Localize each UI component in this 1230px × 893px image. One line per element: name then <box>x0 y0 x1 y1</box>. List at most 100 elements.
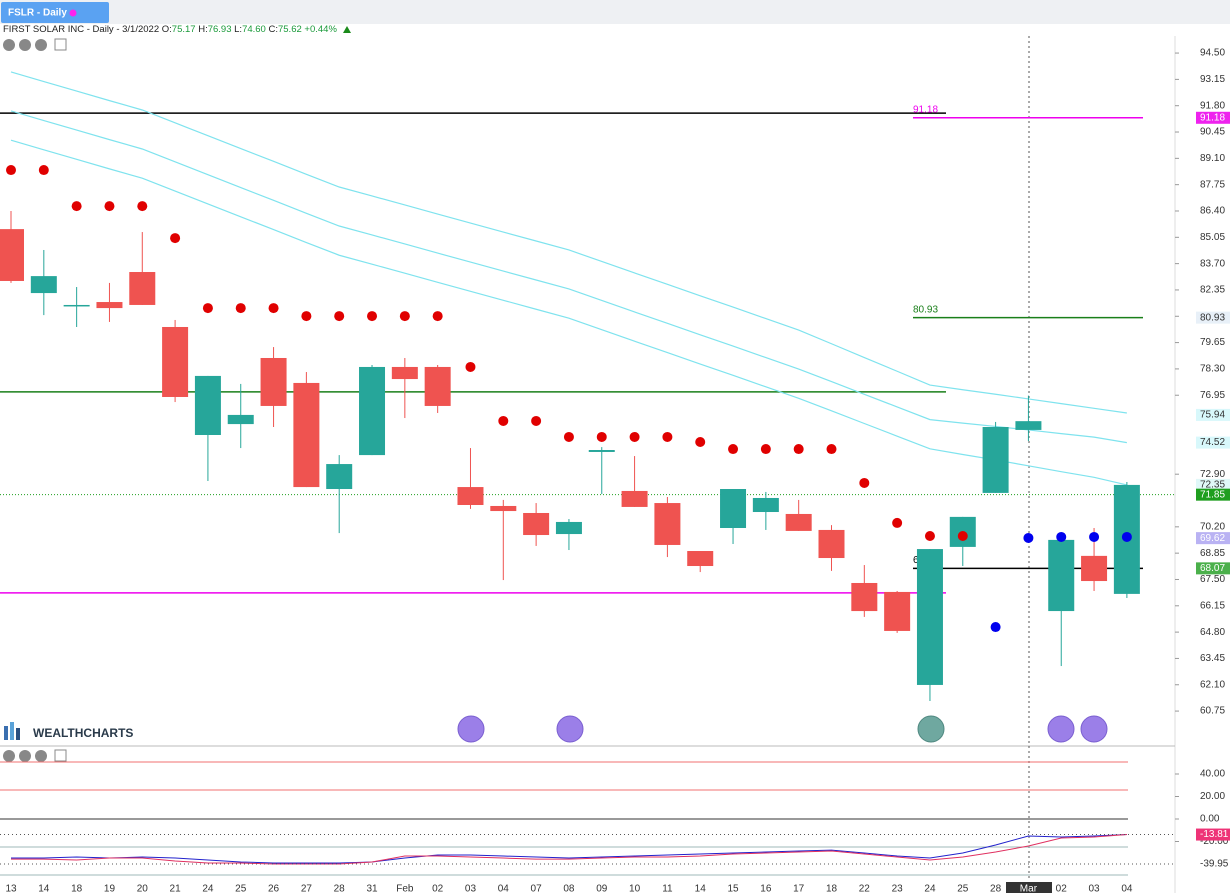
sar-dot <box>38 165 49 176</box>
sar-dot <box>465 361 476 372</box>
sar-dot <box>235 303 246 314</box>
sar-dot <box>1056 531 1067 542</box>
legend-close: 75.62 <box>278 24 302 35</box>
x-tick-label: 17 <box>793 884 805 893</box>
y-tick-label: 89.10 <box>1200 153 1225 164</box>
candle-body <box>457 487 484 505</box>
candle-body <box>359 366 386 456</box>
sar-dot <box>6 165 16 176</box>
sar-dot <box>826 444 837 455</box>
tool-icon[interactable] <box>35 39 47 51</box>
tool-icon[interactable] <box>54 38 67 51</box>
x-tick-label: 14 <box>695 884 707 893</box>
candle-body <box>260 357 287 406</box>
x-tick-label: 04 <box>498 884 510 893</box>
y-tick-label: 40.00 <box>1200 769 1225 780</box>
price-badge <box>1196 562 1230 575</box>
band-line <box>10 139 1128 486</box>
sar-dot <box>662 431 673 442</box>
y-tick-label: 83.70 <box>1200 258 1225 269</box>
x-tick-label: 28 <box>990 884 1002 893</box>
event-icon[interactable] <box>917 715 945 743</box>
price-badge <box>1196 436 1230 449</box>
y-tick-label: 93.15 <box>1200 74 1225 85</box>
symbol-tab[interactable] <box>1 2 109 23</box>
candle-body <box>982 427 1009 493</box>
x-tick-label: 21 <box>170 884 182 893</box>
tool-icon[interactable] <box>35 750 47 762</box>
price-level-label: 80.93 <box>913 304 938 315</box>
sar-dot <box>1023 532 1034 543</box>
band-line <box>10 110 1127 444</box>
legend-key: L: <box>234 24 242 35</box>
sar-dot <box>170 233 181 244</box>
sar-dot <box>1121 531 1132 542</box>
x-tick-label: 04 <box>1121 884 1133 893</box>
y-tick-label: 79.65 <box>1200 337 1225 348</box>
candle-body <box>391 366 418 380</box>
up-arrow <box>343 26 351 33</box>
y-tick-label: 66.15 <box>1200 600 1225 611</box>
x-tick-label: 24 <box>924 884 936 893</box>
candle-body <box>227 414 254 425</box>
y-tick-label: 67.50 <box>1200 574 1225 585</box>
logo: WEALTHCHARTS <box>4 722 133 740</box>
x-tick-label: 23 <box>892 884 904 893</box>
x-tick-label: 07 <box>531 884 543 893</box>
x-tick-label: 25 <box>957 884 969 893</box>
candle-body <box>30 276 57 294</box>
price-badge-label: 74.52 <box>1200 437 1225 448</box>
indicator-line <box>11 834 1127 864</box>
y-tick-label: 91.80 <box>1200 100 1225 111</box>
event-icon[interactable] <box>556 715 584 743</box>
price-badge-label: -39.95 <box>1200 859 1229 870</box>
event-icon[interactable] <box>1047 715 1075 743</box>
x-tick-label: 24 <box>202 884 214 893</box>
sar-dot <box>367 311 378 322</box>
candle-body <box>194 375 221 436</box>
candle-body <box>818 529 845 559</box>
candle-body <box>621 490 648 507</box>
price-pane: 94.50 93.15 91.80 90.45 89.10 87.75 86.40 85.05… <box>0 48 1230 893</box>
x-tick-label: 26 <box>268 884 280 893</box>
tool-icon[interactable] <box>19 750 31 762</box>
event-icons <box>457 715 1108 743</box>
y-tick-label: 82.35 <box>1200 285 1225 296</box>
band-line <box>10 71 1127 414</box>
candle-body <box>555 521 582 535</box>
candle-body <box>687 551 714 567</box>
price-badge-label: 69.62 <box>1200 533 1225 544</box>
x-tick-label: 19 <box>104 884 116 893</box>
candle-body <box>424 366 451 406</box>
price-badge-label: 68.07 <box>1200 563 1225 574</box>
candle-body <box>96 302 123 309</box>
tool-icon[interactable] <box>3 750 15 762</box>
y-tick-label: 76.95 <box>1200 390 1225 401</box>
x-tick-label: 15 <box>727 884 739 893</box>
y-tick-label: 60.75 <box>1200 706 1225 717</box>
tool-icon[interactable] <box>3 39 15 51</box>
price-badge <box>1196 488 1230 501</box>
x-tick-label: 11 <box>662 884 673 893</box>
x-tick-label: 02 <box>432 884 444 893</box>
sar-dot <box>1089 531 1100 542</box>
price-level-label: 91.18 <box>913 104 938 115</box>
tool-icon[interactable] <box>19 39 31 51</box>
sar-dot <box>432 311 443 322</box>
y-tick-label: 70.20 <box>1200 521 1225 532</box>
sar-dot <box>793 444 804 455</box>
event-icon[interactable] <box>1080 715 1108 743</box>
candle-body <box>785 513 812 531</box>
sar-dot <box>859 477 870 488</box>
sar-dot <box>268 303 279 314</box>
y-tick-label: 72.90 <box>1200 469 1225 480</box>
candle-body <box>326 464 353 490</box>
sar-dot <box>104 201 115 212</box>
x-tick-label: 25 <box>235 884 247 893</box>
y-tick-label: -20.00 <box>1200 836 1229 847</box>
price-badge <box>1196 408 1230 421</box>
tool-icon[interactable] <box>54 749 67 762</box>
y-tick-label: 20.00 <box>1200 791 1225 802</box>
event-icon[interactable] <box>457 715 485 743</box>
